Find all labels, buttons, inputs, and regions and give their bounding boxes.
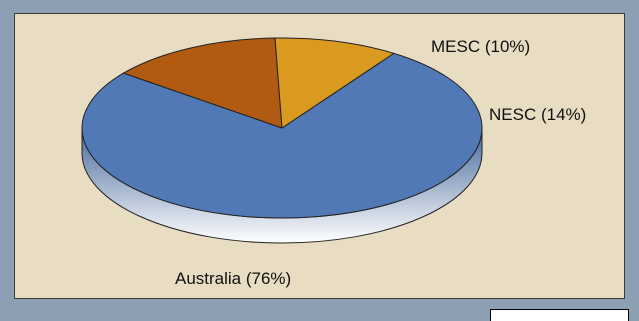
slice-label-nesc: NESC (14%) [489, 105, 586, 124]
footer-box [490, 309, 629, 321]
pie-slice-nesc [123, 37, 283, 129]
pie-chart: Australia (76%) NESC (14%) MESC (10%) [81, 37, 586, 288]
slice-label-mesc: MESC (10%) [431, 37, 530, 56]
pie-slice-australia [81, 52, 483, 219]
pie-slice-mesc [274, 37, 395, 129]
slice-label-australia: Australia (76%) [175, 269, 291, 288]
chart-panel: Australia (76%) NESC (14%) MESC (10%) [14, 13, 625, 299]
